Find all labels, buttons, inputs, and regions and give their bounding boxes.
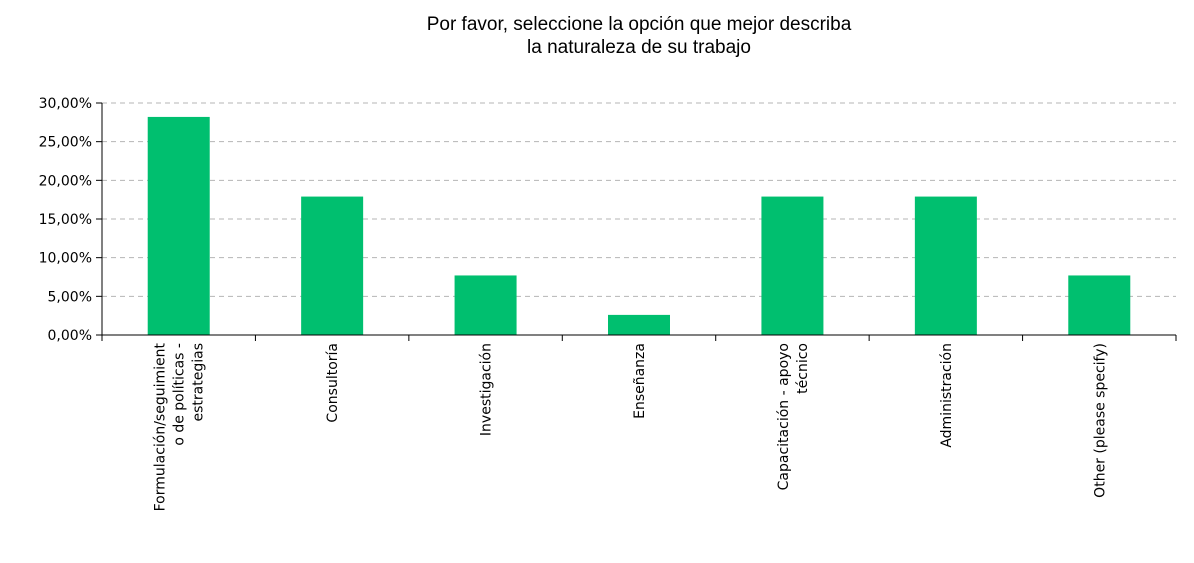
y-tick-label: 0,00% bbox=[48, 328, 92, 344]
y-tick-label: 15,00% bbox=[39, 212, 92, 228]
x-tick-label: Administración bbox=[939, 343, 955, 448]
bar bbox=[914, 196, 977, 335]
x-tick-label: Consultoría bbox=[325, 343, 341, 423]
x-tick-label: estrategias bbox=[191, 343, 207, 421]
y-axis-ticks: 0,00% 5,00% 10,00% 15,00% 20,00% 25,00% 30,00% bbox=[39, 96, 102, 344]
bar bbox=[608, 314, 670, 335]
bar bbox=[301, 196, 364, 335]
y-tick-label: 20,00% bbox=[39, 173, 92, 189]
bar bbox=[454, 275, 517, 335]
bar bbox=[1068, 275, 1131, 335]
x-tick-label: técnico bbox=[795, 343, 811, 394]
y-tick-label: 10,00% bbox=[39, 251, 92, 267]
x-tick-label: Capacitación - apoyo bbox=[776, 343, 792, 490]
x-tick-label: Enseñanza bbox=[632, 343, 648, 419]
x-axis-ticks: Formulación/seguimient o de políticas - es… bbox=[153, 343, 1109, 512]
bar bbox=[761, 196, 824, 335]
chart-title-line: Por favor, seleccione la opción que mejo… bbox=[427, 14, 852, 35]
y-tick-label: 30,00% bbox=[39, 96, 92, 112]
y-tick-label: 25,00% bbox=[39, 135, 92, 151]
x-tick-label: o de políticas - bbox=[172, 343, 188, 446]
chart-title-line: la naturaleza de su trabajo bbox=[527, 37, 751, 58]
x-tick-label: Other (please specify) bbox=[1092, 343, 1108, 498]
gridlines bbox=[102, 102, 1176, 297]
axes bbox=[101, 103, 1177, 341]
chart-title: Por favor, seleccione la opción que mejo… bbox=[427, 14, 852, 58]
x-tick-label: Investigación bbox=[479, 343, 495, 436]
x-tick-label: Formulación/seguimient bbox=[153, 343, 169, 512]
y-tick-label: 5,00% bbox=[48, 289, 92, 305]
bar bbox=[147, 116, 210, 335]
bars bbox=[147, 116, 1131, 335]
